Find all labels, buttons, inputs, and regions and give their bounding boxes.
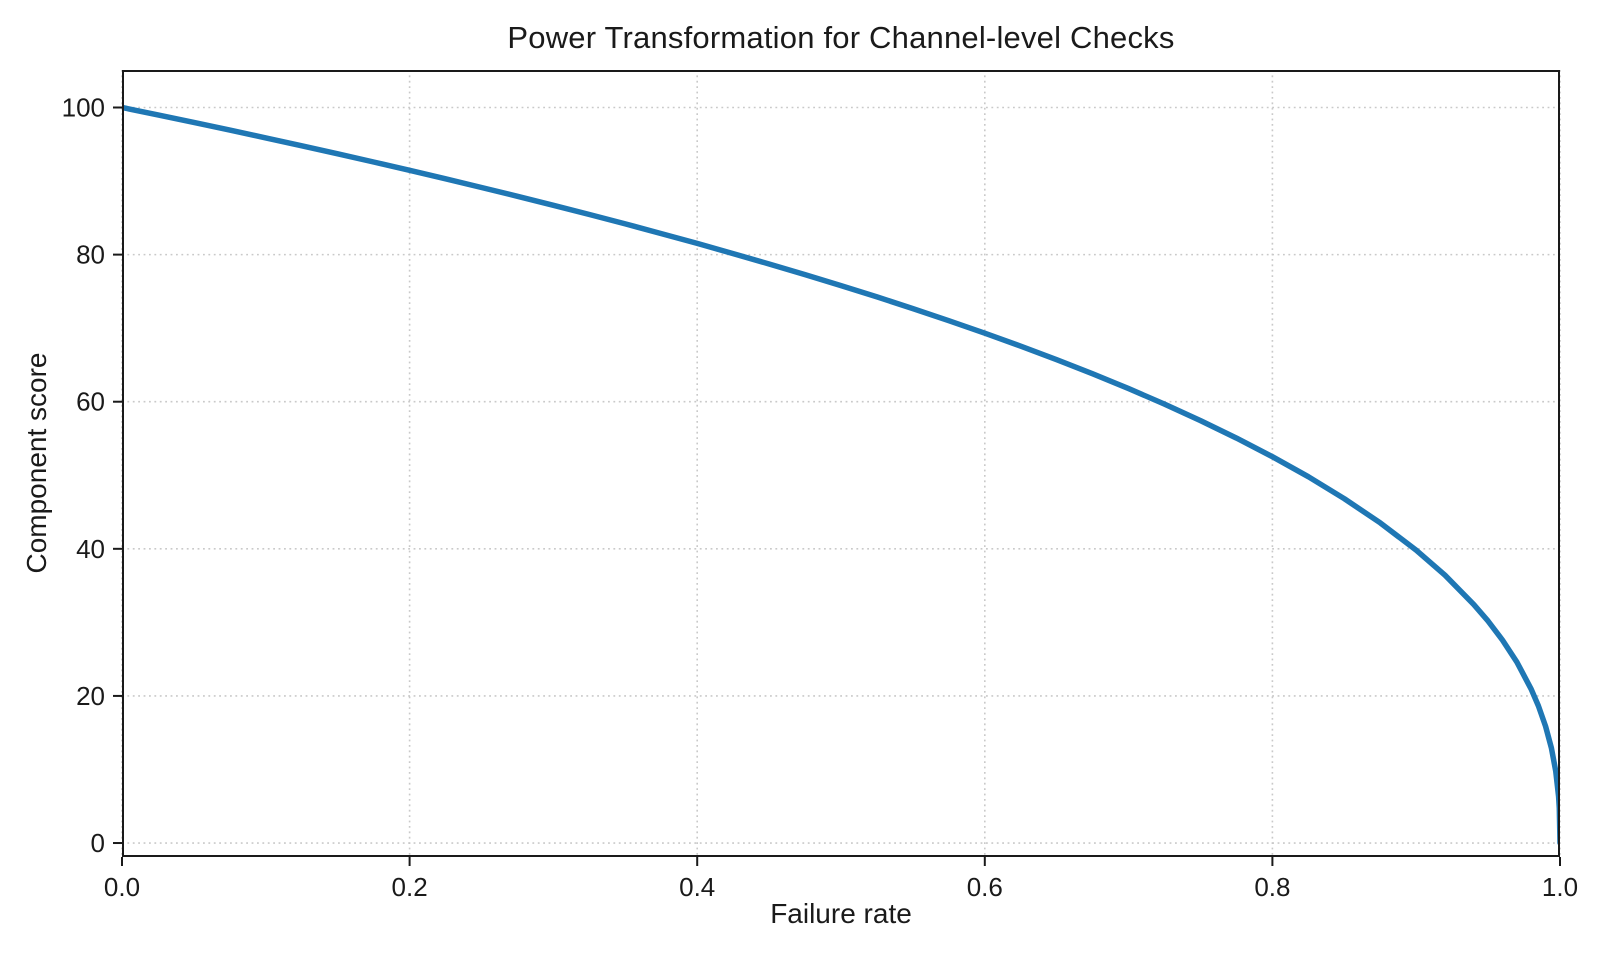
y-tick-label: 100: [62, 93, 105, 123]
plot-svg: 0.0 0.2 0.4 0.6 0.8 1.0 0 20 40 60 80 100: [62, 70, 1578, 902]
y-tick-label: 0: [91, 828, 105, 858]
axes-box: [122, 70, 1560, 857]
y-axis-label-text: Component score: [21, 352, 52, 574]
y-tick-label: 20: [76, 681, 105, 711]
x-tick-label: 0.4: [679, 872, 715, 902]
y-tick-label: 60: [76, 387, 105, 417]
series-line: [122, 104, 1560, 846]
chart-title: Power Transformation for Channel-level C…: [507, 20, 1175, 55]
x-tick-label: 1.0: [1542, 872, 1578, 902]
x-tick-label: 0.8: [1254, 872, 1290, 902]
x-tick-label: 0.6: [967, 872, 1003, 902]
y-tick-label: 80: [76, 240, 105, 270]
x-tick-label: 0.2: [392, 872, 428, 902]
x-axis-label: Failure rate: [770, 898, 912, 929]
x-tick-label: 0.0: [104, 872, 140, 902]
y-tick-label: 40: [76, 534, 105, 564]
plot-area: 0.0 0.2 0.4 0.6 0.8 1.0 0 20 40 60 80 100: [62, 70, 1578, 902]
